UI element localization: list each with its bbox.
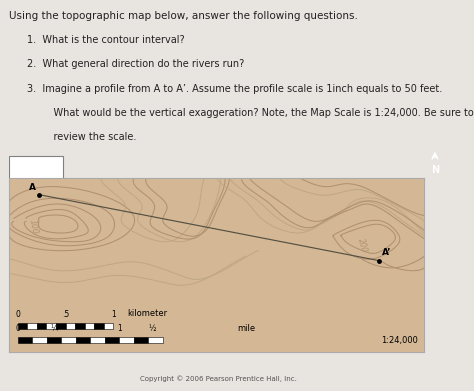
Text: What would be the vertical exaggeration? Note, the Map Scale is 1:24,000. Be sur: What would be the vertical exaggeration?… <box>41 108 474 118</box>
Text: 1:24,000: 1:24,000 <box>381 335 418 344</box>
Bar <box>61 337 76 343</box>
Text: ½: ½ <box>148 324 156 333</box>
Text: review the scale.: review the scale. <box>41 132 136 142</box>
Bar <box>9 156 63 180</box>
Bar <box>65 323 75 329</box>
Text: 0: 0 <box>15 324 20 333</box>
Bar <box>148 337 163 343</box>
Bar <box>119 337 134 343</box>
Bar <box>18 337 32 343</box>
Text: 100: 100 <box>28 219 39 235</box>
Text: Copyright © 2006 Pearson Prentice Hall, Inc.: Copyright © 2006 Pearson Prentice Hall, … <box>140 375 296 382</box>
Bar <box>85 323 94 329</box>
Bar <box>134 337 148 343</box>
Bar <box>105 337 119 343</box>
Bar <box>91 337 105 343</box>
Text: A: A <box>29 183 36 192</box>
Text: 1: 1 <box>117 324 122 333</box>
Bar <box>104 323 113 329</box>
Text: mile: mile <box>237 324 255 333</box>
Bar <box>46 323 56 329</box>
Text: 1: 1 <box>111 310 116 319</box>
Text: ¼: ¼ <box>50 324 58 333</box>
Text: kilometer: kilometer <box>127 309 167 318</box>
Bar <box>76 337 91 343</box>
Bar <box>94 323 104 329</box>
Text: 0: 0 <box>15 310 20 319</box>
Bar <box>56 323 65 329</box>
Bar <box>37 323 46 329</box>
Text: 200: 200 <box>356 237 368 254</box>
Bar <box>18 323 27 329</box>
Text: .5: .5 <box>62 310 69 319</box>
Text: Using the topographic map below, answer the following questions.: Using the topographic map below, answer … <box>9 11 358 21</box>
Text: 1.  What is the contour interval?: 1. What is the contour interval? <box>27 35 185 45</box>
Text: A’: A’ <box>382 248 392 257</box>
Text: N: N <box>431 165 439 175</box>
Bar <box>47 337 61 343</box>
Bar <box>75 323 85 329</box>
Bar <box>32 337 47 343</box>
Text: 2.  What general direction do the rivers run?: 2. What general direction do the rivers … <box>27 59 245 70</box>
Text: 3.  Imagine a profile from A to A’. Assume the profile scale is 1inch equals to : 3. Imagine a profile from A to A’. Assum… <box>27 84 443 93</box>
Bar <box>27 323 37 329</box>
